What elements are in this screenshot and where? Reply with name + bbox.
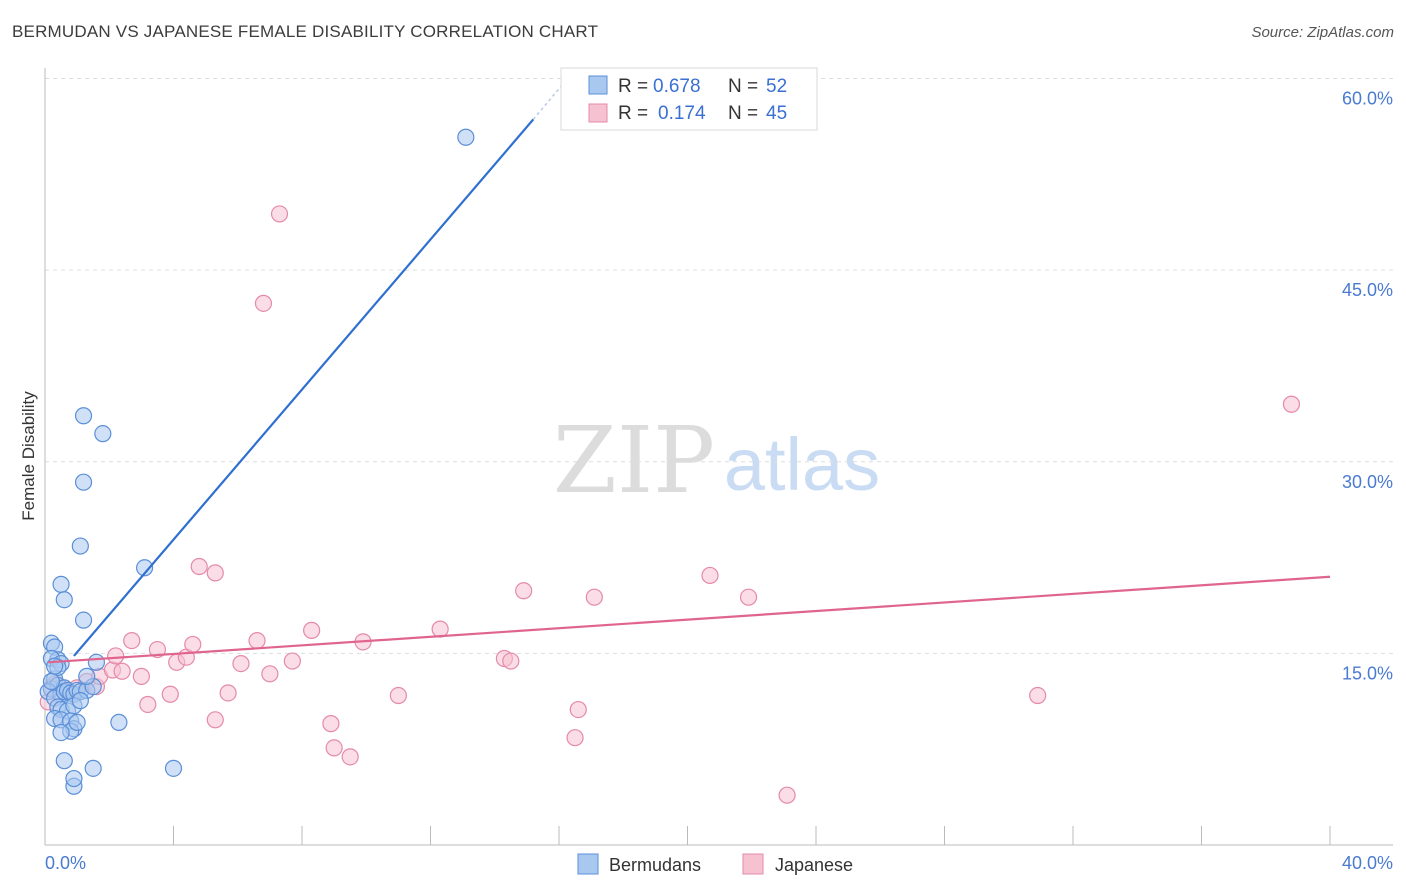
- bermudan-point: [164, 759, 183, 777]
- japanese-point: [739, 588, 758, 606]
- bermudan-point: [68, 713, 86, 731]
- japanese-point: [161, 685, 179, 703]
- legend-r-value-japanese: 0.174: [658, 103, 706, 124]
- y-tick-label: 30.0%: [1342, 472, 1393, 492]
- japanese-point: [778, 786, 796, 804]
- bottom-legend-label-bermudans: Bermudans: [609, 855, 701, 875]
- bermudan-points: [39, 128, 475, 795]
- chart-title: BERMUDAN VS JAPANESE FEMALE DISABILITY C…: [12, 22, 599, 41]
- japanese-point: [148, 640, 167, 659]
- legend-n-label-japanese: N =: [728, 103, 758, 124]
- bermudan-point: [87, 653, 106, 671]
- legend-n-label-bermudans: N =: [728, 76, 758, 97]
- gridlines: [45, 78, 1393, 654]
- y-axis-label: Female Disability: [19, 391, 38, 521]
- bottom-legend-swatch-japanese: [742, 853, 764, 875]
- bermudan-point: [74, 611, 93, 629]
- japanese-point: [270, 205, 289, 223]
- x-minor-ticks: [173, 826, 1331, 845]
- japanese-point: [206, 564, 224, 582]
- bermudan-point: [110, 713, 128, 731]
- japanese-point: [254, 294, 273, 312]
- bermudan-point: [94, 425, 112, 443]
- japanese-point: [341, 748, 359, 766]
- japanese-point: [232, 654, 250, 673]
- japanese-point: [325, 739, 343, 757]
- japanese-point: [515, 582, 533, 600]
- y-tick-label: 15.0%: [1342, 663, 1393, 683]
- japanese-point: [566, 729, 584, 747]
- bermudan-point: [52, 575, 70, 593]
- x-tick-label-max: 40.0%: [1342, 853, 1393, 873]
- bermudans-trend-line: [73, 118, 535, 657]
- bermudan-point: [135, 559, 154, 577]
- japanese-point: [322, 715, 340, 733]
- legend-r-label-bermudans: R =: [618, 76, 648, 97]
- japanese-point: [569, 700, 587, 719]
- bermudan-point: [71, 537, 89, 555]
- bermudan-point: [55, 591, 73, 609]
- trend-lines: [48, 84, 1331, 664]
- japanese-point: [1282, 395, 1301, 413]
- source-label: Source: ZipAtlas.com: [1251, 24, 1394, 41]
- japanese-point: [283, 652, 301, 670]
- bottom-legend-swatch-bermudans: [577, 853, 599, 875]
- legend-r-value-bermudans: 0.678: [653, 76, 701, 97]
- bermudan-point: [74, 407, 93, 425]
- japanese-point: [123, 631, 141, 650]
- japanese-point: [261, 665, 279, 683]
- legend-swatch-bermudans: [588, 75, 608, 95]
- bermudan-point: [78, 667, 96, 685]
- japanese-point: [219, 684, 237, 702]
- japanese-point: [389, 686, 407, 705]
- bermudan-point: [74, 473, 93, 491]
- y-tick-labels: 15.0% 30.0% 45.0% 60.0%: [1342, 89, 1393, 684]
- y-tick-label: 60.0%: [1342, 89, 1393, 109]
- x-tick-label-min: 0.0%: [45, 853, 86, 873]
- japanese-point: [132, 667, 150, 685]
- japanese-point: [190, 557, 208, 576]
- y-tick-label: 45.0%: [1342, 280, 1393, 300]
- bermudan-point: [65, 769, 83, 788]
- japanese-point: [107, 647, 125, 665]
- watermark-atlas: atlas: [724, 423, 880, 506]
- japanese-point: [184, 635, 202, 654]
- japanese-point: [1029, 686, 1047, 705]
- bermudan-point: [55, 752, 73, 770]
- watermark-zip: ZIP: [553, 407, 715, 514]
- bermudans-trend-extension: [532, 84, 563, 120]
- japanese-point: [139, 695, 157, 714]
- japanese-point: [248, 631, 266, 650]
- japanese-point: [502, 652, 520, 670]
- legend-swatch-japanese: [588, 103, 608, 123]
- legend-n-value-japanese: 45: [766, 103, 787, 124]
- legend-n-value-bermudans: 52: [766, 76, 787, 97]
- japanese-trend-line: [48, 575, 1331, 664]
- bermudan-point: [42, 672, 61, 691]
- japanese-point: [206, 711, 224, 729]
- bermudan-point: [52, 723, 70, 742]
- legend-r-label-japanese: R =: [618, 103, 648, 124]
- japanese-point: [303, 621, 321, 639]
- japanese-point: [701, 566, 719, 585]
- stats-legend: R = 0.678 N = 52 R = 0.174 N = 45: [560, 67, 818, 131]
- bermudan-point: [84, 759, 102, 777]
- japanese-point: [113, 662, 131, 680]
- series-legend: Bermudans Japanese: [577, 853, 853, 875]
- japanese-point: [585, 588, 603, 606]
- bermudan-point: [457, 128, 475, 146]
- bottom-legend-label-japanese: Japanese: [775, 855, 853, 875]
- bermudan-point: [71, 692, 89, 710]
